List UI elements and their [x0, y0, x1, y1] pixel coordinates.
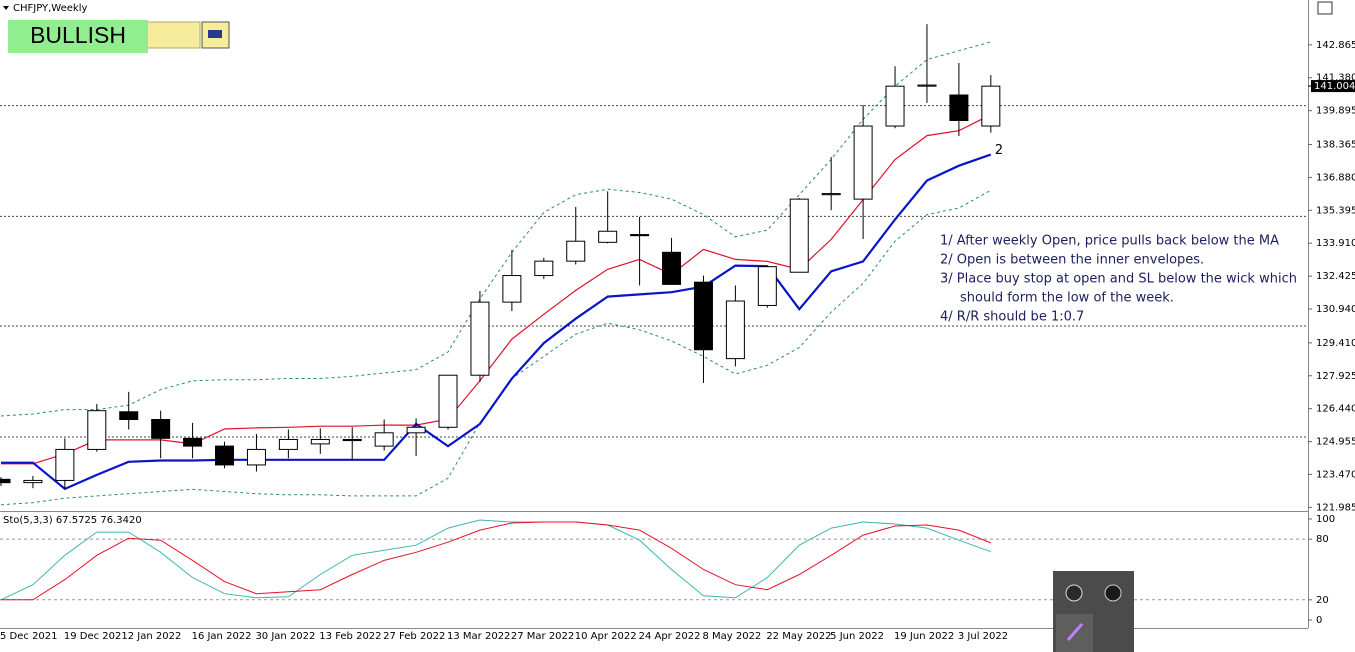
candle-body — [949, 94, 969, 121]
x-tick-label: 13 Feb 2022 — [319, 631, 381, 642]
x-tick-label: 27 Feb 2022 — [383, 631, 445, 642]
y-tick-label: 20 — [1316, 595, 1329, 606]
x-tick-label: 27 Mar 2022 — [511, 631, 574, 642]
last-price-box — [1311, 80, 1355, 93]
shield-icon[interactable] — [1065, 584, 1083, 602]
y-tick-label: 129.410 — [1316, 338, 1355, 349]
indicator-line — [1, 114, 992, 465]
candle-body — [853, 125, 873, 200]
b-icon[interactable] — [1104, 584, 1122, 602]
candle-body — [502, 275, 522, 303]
candle-body — [374, 432, 394, 447]
price-plot — [0, 24, 1308, 506]
y-tick-label: 138.365 — [1316, 140, 1355, 151]
candle-body — [566, 240, 586, 262]
y-tick-label: 135.395 — [1316, 205, 1355, 216]
symbol-title: CHFJPY,Weekly — [13, 3, 87, 14]
candle-body — [342, 438, 362, 442]
x-tick-label: 5 Dec 2021 — [0, 631, 58, 642]
candle-body — [246, 448, 266, 466]
annotation: 3/ Place buy stop at open and SL below t… — [940, 272, 1297, 287]
y-tick-label: 139.895 — [1316, 106, 1355, 117]
y-tick-label: 142.865 — [1316, 40, 1355, 51]
y-tick-label: 100 — [1316, 514, 1335, 525]
indicator-line — [1, 153, 992, 491]
annotation: 1/ After weekly Open, price pulls back b… — [940, 234, 1279, 249]
y-tick-label: 127.925 — [1316, 371, 1355, 382]
x-tick-label: 19 Jun 2022 — [894, 631, 954, 642]
candle-body — [630, 234, 650, 237]
candle-body — [55, 448, 75, 481]
candle-body — [885, 85, 905, 127]
badge-box — [8, 20, 148, 53]
indicator-line — [0, 189, 992, 506]
oscillator-line — [1, 521, 991, 601]
candle-body — [662, 251, 682, 285]
y-tick-label: 136.880 — [1316, 172, 1355, 183]
y-tick-label: 130.940 — [1316, 304, 1355, 315]
x-tick-label: 22 May 2022 — [766, 631, 831, 642]
candle-body — [310, 438, 330, 445]
x-tick-label: 10 Apr 2022 — [575, 631, 637, 642]
annotation: should form the low of the week. — [960, 291, 1174, 306]
x-tick-label: 5 Jun 2022 — [830, 631, 884, 642]
rr-box[interactable] — [145, 21, 201, 49]
candle-body — [278, 438, 298, 450]
candle-body — [534, 260, 554, 277]
indicator-title: Sto(5,3,3) 67.5725 76.3420 — [3, 515, 142, 526]
y-tick-label: 132.425 — [1316, 271, 1355, 282]
x-tick-label: 3 Jul 2022 — [958, 631, 1008, 642]
y-tick-label: 0 — [1316, 615, 1322, 626]
candle-body — [406, 426, 426, 434]
annotation: 4/ R/R should be 1:0.7 — [940, 310, 1084, 325]
badge: BULLISH — [30, 22, 126, 48]
indicator-line — [0, 41, 991, 417]
candle-body — [757, 266, 777, 306]
candle-body — [23, 479, 43, 484]
last-price-label: 141.004 — [1314, 81, 1355, 92]
x-tick-label: 30 Jan 2022 — [255, 631, 315, 642]
candle-body — [598, 230, 618, 243]
x-tick-label: 8 May 2022 — [702, 631, 761, 642]
candle-body — [789, 198, 809, 273]
x-tick-label: 16 Jan 2022 — [192, 631, 252, 642]
y-tick-label: 133.910 — [1316, 238, 1355, 249]
x-tick-label: 19 Dec 2021 — [64, 631, 128, 642]
y-tick-label: 121.985 — [1316, 502, 1355, 513]
candle-body — [725, 300, 745, 360]
y-tick-label: 124.955 — [1316, 437, 1355, 448]
x-tick-label: 2 Jan 2022 — [128, 631, 182, 642]
settings-icon — [208, 30, 222, 38]
candle-body — [119, 411, 139, 421]
candle-body — [693, 281, 713, 351]
candle-body — [981, 85, 1001, 127]
x-tick-label: 13 Mar 2022 — [447, 631, 510, 642]
candle-body — [438, 374, 458, 428]
x-tick-label: 24 Apr 2022 — [639, 631, 701, 642]
marker-label: 2 — [995, 143, 1003, 158]
candle-body — [215, 445, 235, 466]
annotation: 2/ Open is between the inner envelopes. — [940, 253, 1204, 268]
y-tick-label: 126.440 — [1316, 404, 1355, 415]
candle-body — [87, 410, 107, 450]
oscillator-line — [0, 519, 991, 601]
candle-body — [821, 193, 841, 196]
candle-body — [917, 84, 937, 87]
candle-body — [183, 437, 203, 447]
stochastic-plot — [0, 519, 1308, 601]
candle-body — [151, 419, 171, 439]
collapse-icon[interactable] — [3, 6, 9, 10]
feather-icon — [1066, 623, 1084, 641]
candle-body — [0, 478, 11, 484]
y-tick-label: 80 — [1316, 534, 1329, 545]
candle-body — [470, 301, 490, 376]
y-tick-label: 141.380 — [1316, 73, 1355, 84]
panel-icon[interactable] — [1317, 1, 1333, 15]
y-tick-label: 123.470 — [1316, 469, 1355, 480]
